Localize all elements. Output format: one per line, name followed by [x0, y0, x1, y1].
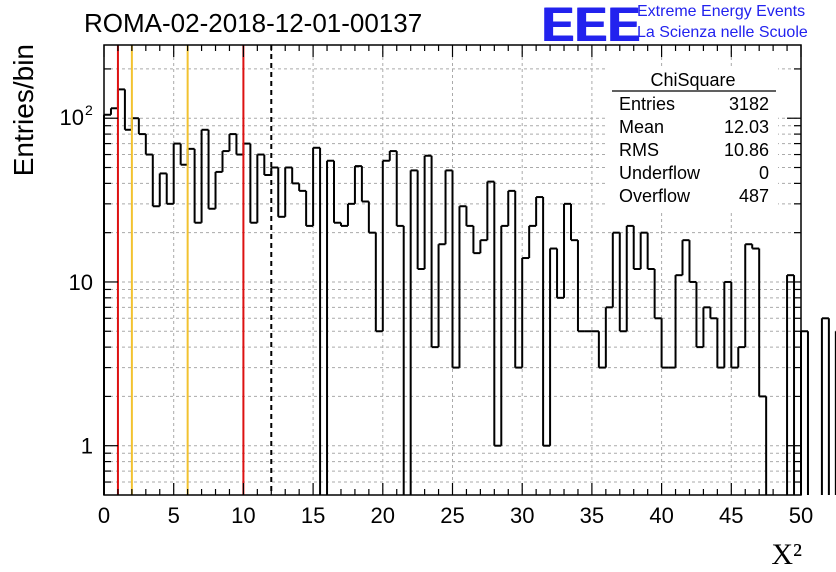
x-tick-label: 30 [510, 503, 534, 528]
y-axis-label: Entries/bin [8, 44, 39, 176]
stats-background [608, 66, 778, 212]
reference-lines [116, 45, 273, 495]
stats-title: ChiSquare [650, 70, 735, 90]
y-tick-label: 10 [60, 105, 84, 130]
x-tick-label: 35 [580, 503, 604, 528]
stats-label-underflow: Underflow [619, 163, 701, 183]
eee-logo: EEE [542, 0, 642, 52]
x-axis-label: X² [771, 538, 802, 571]
histogram-series [103, 88, 836, 495]
stats-value-rms: 10.86 [724, 140, 769, 160]
stats-label-mean: Mean [619, 117, 664, 137]
stats-label-entries: Entries [619, 94, 675, 114]
run-title: ROMA-02-2018-12-01-00137 [84, 8, 423, 38]
stats-label-overflow: Overflow [619, 186, 691, 206]
logo-line-2: La Scienza nelle Scuole [637, 24, 808, 41]
x-tick-label: 5 [168, 503, 180, 528]
stats-value-entries: 3182 [729, 94, 769, 114]
stats-value-overflow: 487 [739, 186, 769, 206]
axis-ticks [103, 45, 802, 495]
x-tick-label: 15 [301, 503, 325, 528]
x-tick-label: 0 [98, 503, 110, 528]
logo-line-1: Extreme Energy Events [637, 3, 806, 20]
x-tick-label: 10 [231, 503, 255, 528]
x-tick-label: 45 [719, 503, 743, 528]
x-tick-label: 25 [440, 503, 464, 528]
x-tick-label: 40 [649, 503, 673, 528]
stats-label-rms: RMS [619, 140, 659, 160]
x-tick-label: 20 [371, 503, 395, 528]
y-tick-label: 1 [81, 434, 93, 459]
stats-value-underflow: 0 [759, 163, 769, 183]
stats-value-mean: 12.03 [724, 117, 769, 137]
y-tick-label: 10 [69, 270, 93, 295]
y-tick-exponent: 2 [85, 102, 93, 118]
x-tick-label: 50 [789, 503, 813, 528]
stats-box: ChiSquare Entries 3182 Mean 12.03 RMS 10… [608, 66, 778, 212]
